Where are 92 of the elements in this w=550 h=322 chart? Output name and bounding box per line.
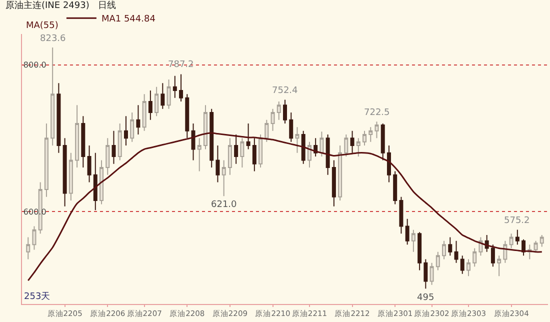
candlestick <box>62 138 67 207</box>
candlestick <box>289 112 294 142</box>
candlestick <box>148 90 152 120</box>
candlestick <box>136 104 140 136</box>
annotation: 253天 <box>24 291 50 302</box>
annotation: 495 <box>417 293 434 303</box>
annotation: 722.5 <box>364 108 390 118</box>
candlestick <box>276 101 281 120</box>
candlestick <box>172 75 177 98</box>
candlestick <box>454 240 458 264</box>
candlestick <box>258 134 263 168</box>
candlestick <box>216 145 220 183</box>
candlestick <box>460 255 464 274</box>
candlestick <box>386 145 391 183</box>
candlestick <box>503 240 508 264</box>
candlestick <box>112 130 116 164</box>
candlestick <box>154 86 159 117</box>
candlestick <box>203 104 208 150</box>
candlestick <box>252 138 256 172</box>
candlestick <box>185 94 190 139</box>
candlestick <box>295 126 300 154</box>
candlestick <box>228 138 232 176</box>
annotation: 575.2 <box>504 216 530 226</box>
candlestick <box>75 104 80 168</box>
candlestick <box>350 130 354 154</box>
candlestick <box>393 170 398 205</box>
text: MA(55) <box>26 21 58 31</box>
candlestick <box>320 131 324 158</box>
candlestick <box>234 134 238 164</box>
candlestick <box>534 240 538 252</box>
candlestick <box>399 196 404 234</box>
candlestick <box>93 152 98 211</box>
candlestick <box>405 218 410 246</box>
candlestick <box>497 255 502 277</box>
candlestick <box>301 130 306 164</box>
candlestick <box>50 47 55 146</box>
candlestick <box>210 108 214 168</box>
candlestick <box>344 134 348 158</box>
candlestick <box>246 123 250 150</box>
candlestick <box>240 138 244 168</box>
candlestick <box>166 78 171 110</box>
candlestick <box>100 160 104 205</box>
candlestick <box>26 236 30 260</box>
candlestick <box>374 121 379 139</box>
candlestick <box>118 123 122 161</box>
candlestick <box>283 99 287 124</box>
candlestick <box>418 232 422 271</box>
candlestick <box>106 138 110 176</box>
candlestick <box>466 258 470 277</box>
candlestick <box>130 112 134 142</box>
candlestick <box>56 82 61 154</box>
candlestick <box>509 233 514 249</box>
candlestick <box>332 160 336 207</box>
candlestick <box>430 262 434 286</box>
candlestick <box>326 134 330 176</box>
y-tick-label: 600.0 <box>23 207 46 216</box>
candlestick <box>448 236 452 256</box>
candlestick <box>368 126 373 142</box>
annotation: 823.6 <box>40 34 66 44</box>
candlestick <box>32 226 36 250</box>
candlestick <box>490 244 495 268</box>
candlestick <box>442 240 446 260</box>
candlestick <box>472 248 477 268</box>
annotation: 787.2 <box>168 60 194 70</box>
annotation: 621.0 <box>211 200 238 210</box>
candlestick <box>87 145 92 183</box>
candlestick <box>191 123 196 161</box>
candlestick <box>44 123 48 198</box>
candlestick <box>307 141 312 168</box>
candlestick <box>222 160 226 197</box>
candlestick <box>270 108 275 132</box>
candlestick <box>124 116 128 146</box>
y-tick-label: 800.0 <box>23 60 46 70</box>
candlestick <box>380 123 385 161</box>
candlestick <box>411 229 416 252</box>
candlestick <box>264 119 269 142</box>
candlestick <box>362 130 367 146</box>
candlestick <box>424 258 428 290</box>
candlestick <box>81 116 86 168</box>
candlestick <box>142 94 146 132</box>
candlestick <box>338 145 342 202</box>
candlestick <box>515 229 520 246</box>
candlestick <box>356 138 360 158</box>
candlestick <box>179 74 184 102</box>
candlestick <box>540 234 544 248</box>
candlestick <box>197 138 202 172</box>
chart-title: 原油主连(INE 2493) 日线 <box>6 0 116 11</box>
annotation: 752.4 <box>272 86 298 96</box>
candlestick <box>436 251 440 271</box>
candlestick <box>68 152 73 202</box>
legend-label: MA1 544.84 <box>101 14 156 25</box>
candlestick <box>160 82 165 110</box>
